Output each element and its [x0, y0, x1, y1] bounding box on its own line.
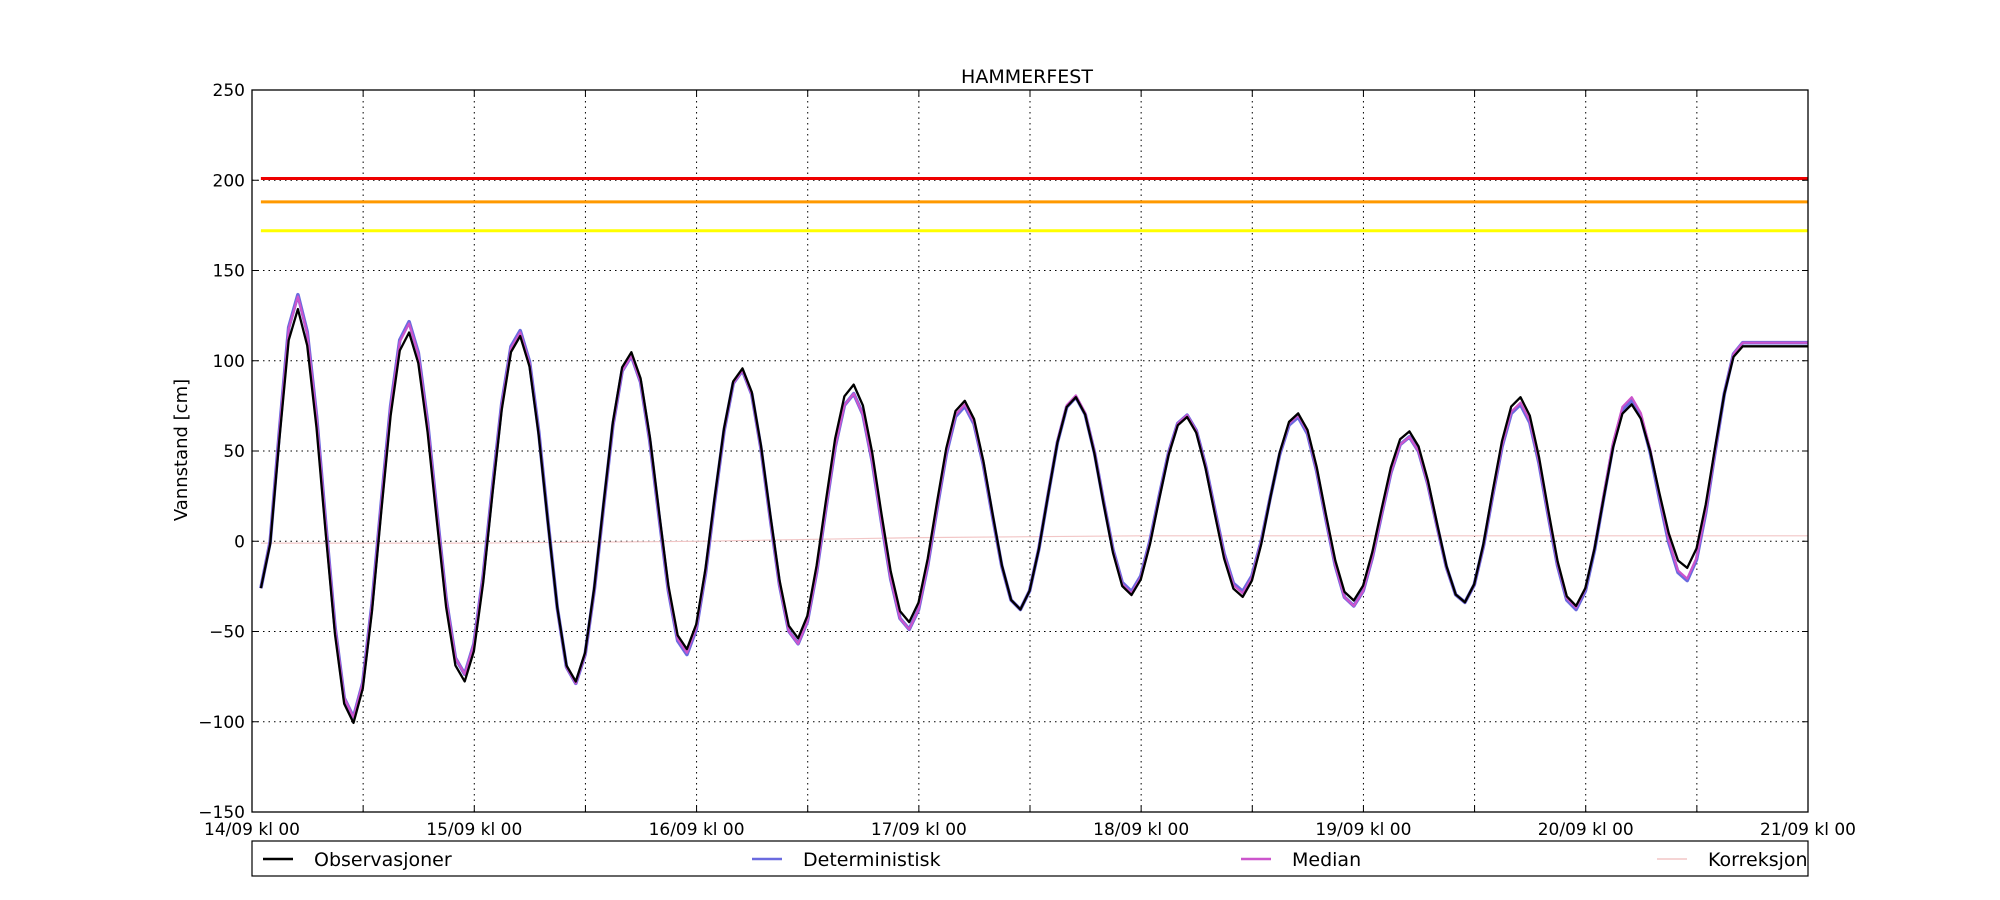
y-tick-label: 200 [213, 171, 245, 191]
y-tick-label: 50 [223, 442, 245, 462]
y-tick-label: 150 [213, 262, 245, 282]
legend-label-observasjoner: Observasjoner [314, 849, 452, 871]
legend: Observasjoner Deterministisk Median Korreks… [251, 840, 1809, 877]
x-tick-label: 14/09 kl 00 [204, 820, 300, 840]
legend-label-deterministisk: Deterministisk [803, 849, 941, 871]
series-line-korreksjon [260, 535, 1808, 544]
y-tick-label: 250 [213, 81, 245, 101]
y-tick-label: 100 [213, 352, 245, 372]
x-tick-label: 15/09 kl 00 [426, 820, 522, 840]
series-lines [259, 292, 1808, 725]
chart-title: HAMMERFEST [961, 66, 1093, 88]
x-tick-label: 21/09 kl 00 [1760, 820, 1856, 840]
legend-label-korreksjon: Korreksjon [1708, 849, 1808, 871]
legend-label-median: Median [1292, 849, 1361, 871]
y-tick-label: −150 [198, 803, 245, 823]
x-tick-label: 20/09 kl 00 [1538, 820, 1634, 840]
y-tick-label: −100 [198, 713, 245, 733]
y-tick-label: 0 [234, 532, 245, 552]
x-tick-label: 16/09 kl 00 [649, 820, 745, 840]
threshold-lines [260, 176, 1808, 233]
y-axis-label: Vannstand [cm] [171, 379, 192, 521]
legend-frame [251, 840, 1809, 877]
x-tick-label: 18/09 kl 00 [1093, 820, 1189, 840]
y-tick-label: −50 [209, 623, 245, 643]
series-line-observasjoner [259, 307, 1808, 725]
x-tick-label: 19/09 kl 00 [1315, 820, 1411, 840]
axis-ticks: −150 −100 −50 0 50 100 150 200 250 14/09 kl 00 15/… [198, 81, 1856, 840]
x-tick-label: 17/09 kl 00 [871, 820, 967, 840]
